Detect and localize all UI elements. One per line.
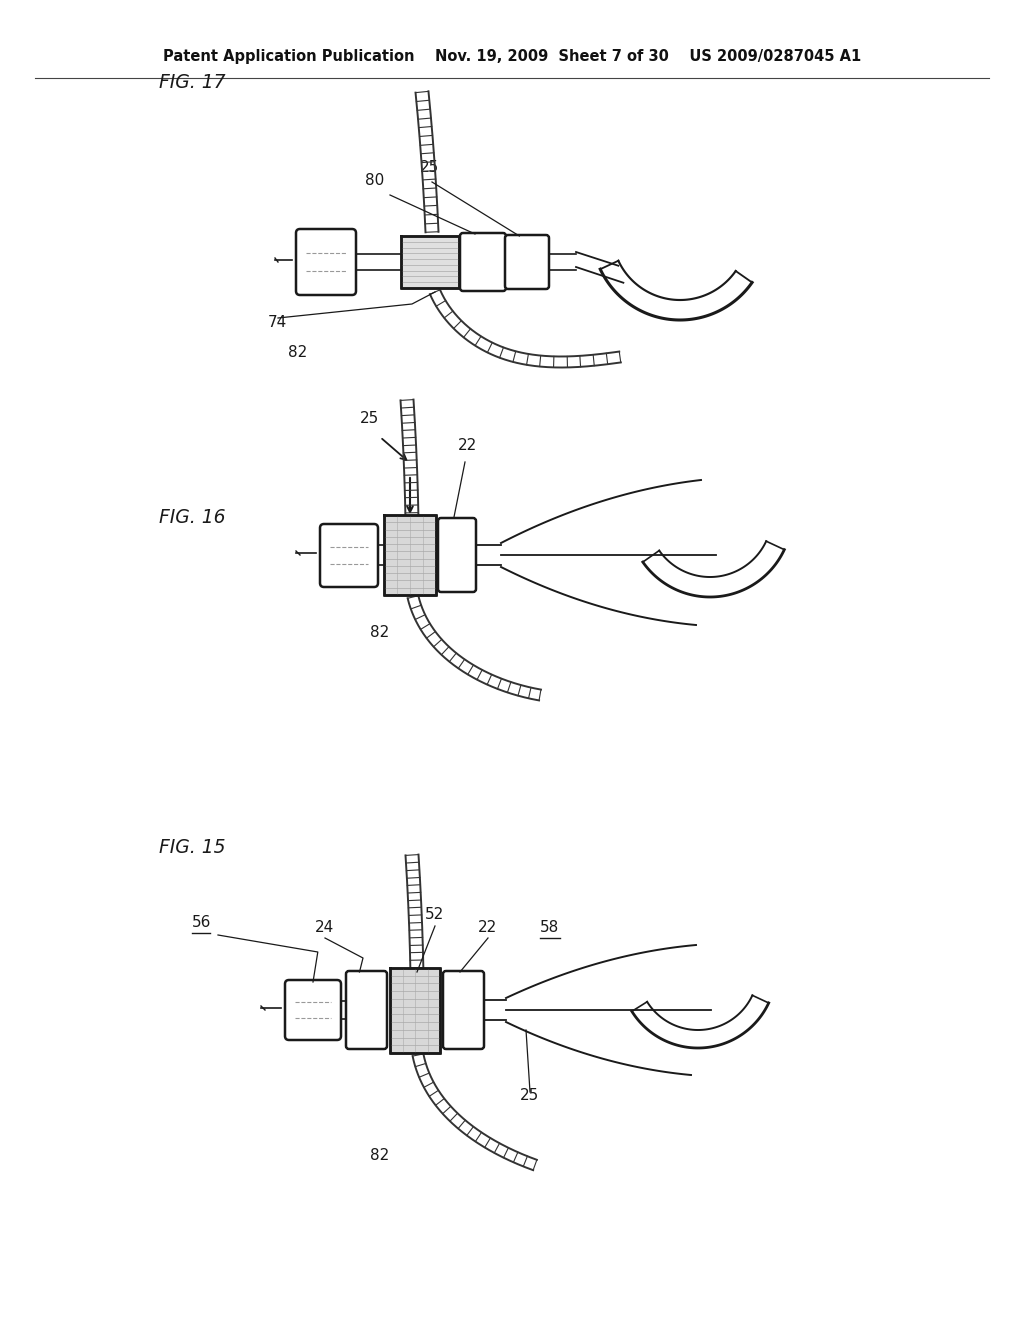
Text: 58: 58 xyxy=(540,920,559,935)
Text: 25: 25 xyxy=(420,160,439,176)
Text: 22: 22 xyxy=(458,438,477,453)
FancyBboxPatch shape xyxy=(346,972,387,1049)
Text: 52: 52 xyxy=(425,907,444,921)
Text: Patent Application Publication    Nov. 19, 2009  Sheet 7 of 30    US 2009/028704: Patent Application Publication Nov. 19, … xyxy=(163,49,861,63)
FancyBboxPatch shape xyxy=(296,228,356,294)
FancyBboxPatch shape xyxy=(319,524,378,587)
Text: 56: 56 xyxy=(193,915,211,931)
FancyBboxPatch shape xyxy=(460,234,506,290)
Text: FIG. 17: FIG. 17 xyxy=(159,73,225,91)
Text: 82: 82 xyxy=(370,1148,389,1163)
FancyBboxPatch shape xyxy=(285,979,341,1040)
Text: 80: 80 xyxy=(365,173,384,187)
Bar xyxy=(401,236,459,288)
Text: 82: 82 xyxy=(370,624,389,640)
Text: 24: 24 xyxy=(315,920,334,935)
Text: 74: 74 xyxy=(268,315,288,330)
Text: FIG. 16: FIG. 16 xyxy=(159,508,225,527)
Text: 25: 25 xyxy=(360,411,379,426)
FancyBboxPatch shape xyxy=(505,235,549,289)
FancyBboxPatch shape xyxy=(438,517,476,591)
Text: FIG. 15: FIG. 15 xyxy=(159,838,225,857)
Text: 22: 22 xyxy=(478,920,498,935)
Bar xyxy=(390,968,440,1053)
Text: 82: 82 xyxy=(288,345,307,360)
FancyBboxPatch shape xyxy=(443,972,484,1049)
Bar xyxy=(384,515,436,595)
Text: 25: 25 xyxy=(520,1088,540,1104)
